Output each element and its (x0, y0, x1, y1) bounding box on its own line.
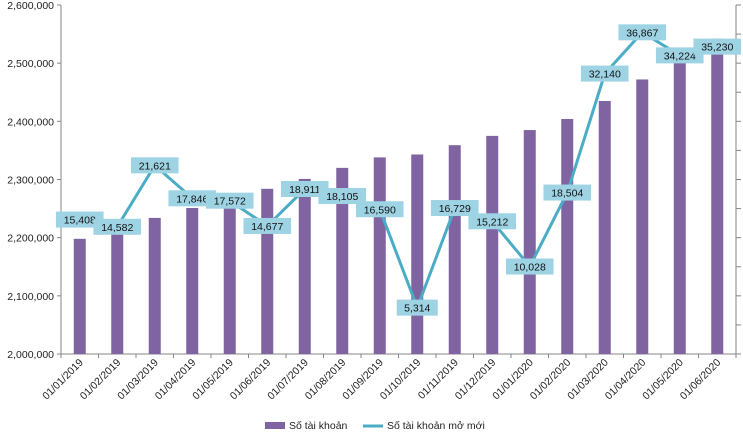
data-label: 14,582 (101, 222, 133, 234)
data-label-box (243, 217, 292, 234)
bar (598, 100, 611, 354)
y-left-tick-label: 2,200,000 (7, 233, 54, 245)
data-label: 15,212 (476, 216, 508, 228)
data-label-box (396, 299, 438, 316)
bar (411, 154, 424, 354)
data-labels-group: 15,408 14,582 21,621 17,846 17,572 14,677 18,9… (55, 24, 742, 316)
bar (336, 167, 349, 354)
y-left-tick-label: 2,000,000 (7, 349, 54, 361)
data-label-box (168, 190, 217, 207)
bar (561, 119, 574, 354)
y-left-tick-label: 2,500,000 (7, 58, 54, 70)
data-label-box (355, 201, 404, 218)
data-label-box (468, 213, 517, 230)
x-tick-label: 01/06/2020 (678, 357, 724, 403)
bar (186, 208, 199, 354)
data-label-box (205, 192, 254, 209)
data-label-box (655, 47, 704, 64)
data-label: 16,590 (364, 204, 396, 216)
data-label: 34,224 (664, 50, 696, 62)
bar (711, 38, 724, 355)
bar (73, 238, 86, 354)
legend-label-line: Số tài khoản mở mới (387, 420, 485, 432)
data-label: 32,140 (589, 69, 621, 81)
bar (673, 59, 686, 354)
data-label: 18,105 (326, 191, 358, 203)
y-left-tick-label: 2,600,000 (7, 0, 54, 12)
bar (223, 196, 236, 354)
data-label-box (430, 200, 479, 217)
data-label-box (93, 218, 142, 235)
data-label: 17,572 (214, 196, 246, 208)
y-left-tick-label: 2,400,000 (7, 116, 54, 128)
y-left-tick-label: 2,300,000 (7, 175, 54, 187)
data-label-box (543, 184, 592, 201)
data-label: 18,504 (551, 188, 583, 200)
data-label-box (505, 258, 554, 275)
bar (373, 157, 386, 354)
bar (298, 178, 311, 354)
data-label-box (55, 211, 104, 228)
data-label: 21,621 (139, 160, 171, 172)
bar (111, 231, 124, 354)
data-label: 10,028 (514, 262, 546, 274)
bar (148, 217, 161, 354)
data-label-box (693, 38, 742, 55)
bar (523, 130, 536, 354)
data-label: 17,846 (176, 193, 208, 205)
data-label: 16,729 (439, 203, 471, 215)
y-left-tick-label: 2,100,000 (7, 291, 54, 303)
data-label-box (130, 157, 179, 174)
data-label-box (280, 181, 329, 198)
data-label: 18,911 (289, 184, 320, 196)
bar (448, 145, 461, 354)
data-label: 14,677 (251, 221, 283, 233)
bar (486, 135, 499, 354)
data-label: 36,867 (626, 27, 658, 39)
bar (636, 79, 649, 354)
data-label-box (618, 24, 667, 41)
legend-label-bars: Số tài khoản (289, 420, 348, 432)
legend: Số tài khoản Số tài khoản mở mới (265, 420, 485, 432)
bar-series-group (73, 38, 724, 355)
legend-swatch-bars (265, 422, 285, 429)
data-label-box (318, 188, 367, 205)
bar (261, 188, 274, 354)
data-label: 15,408 (64, 215, 96, 227)
data-label: 5,314 (404, 303, 430, 315)
data-label-box (580, 65, 629, 82)
data-label: 35,230 (701, 42, 733, 54)
